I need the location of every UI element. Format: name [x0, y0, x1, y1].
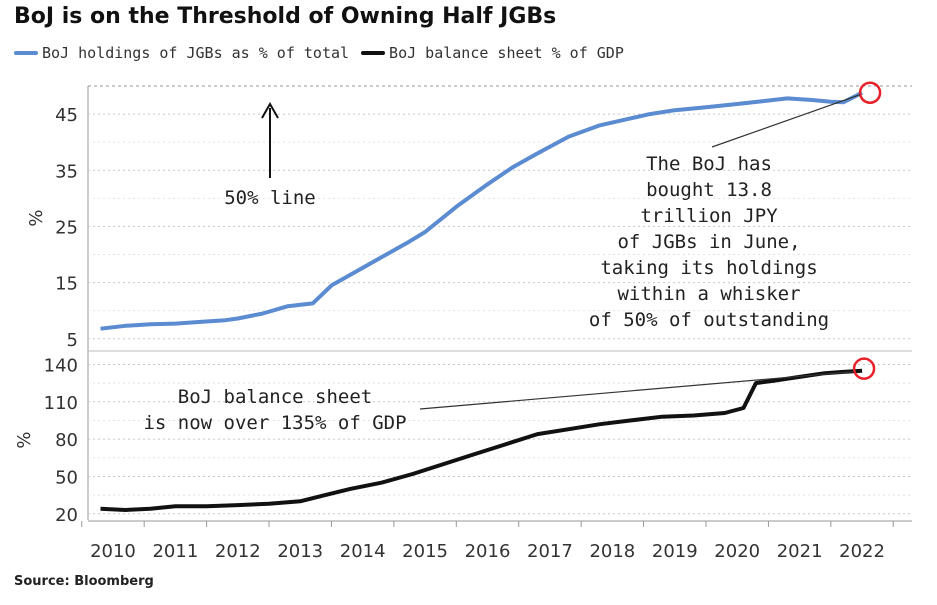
x-tick-label: 2010	[90, 541, 136, 562]
highlight-circle-holdings	[858, 81, 882, 104]
x-tick-label: 2013	[277, 541, 323, 562]
y-tick-label-top: 45	[55, 105, 78, 126]
y-tick-label-bottom: 110	[44, 393, 78, 414]
legend-item-holdings: BoJ holdings of JGBs as % of total	[14, 44, 349, 62]
y-tick-label-top: 5	[67, 330, 78, 351]
x-tick-label: 2018	[589, 541, 635, 562]
x-tick-label: 2019	[652, 541, 698, 562]
x-tick-label: 2020	[714, 541, 760, 562]
x-tick-label: 2012	[215, 541, 261, 562]
series-line-balance-sheet	[100, 368, 863, 512]
x-tick-label: 2015	[402, 541, 448, 562]
x-tick-label: 2021	[777, 541, 823, 562]
annotation-holdings-line: taking its holdings	[600, 257, 817, 279]
legend: BoJ holdings of JGBs as % of total BoJ b…	[14, 44, 636, 62]
annotation-holdings-line: The BoJ has	[646, 153, 772, 175]
annotation-holdings-line: of JGBs in June,	[617, 231, 800, 253]
y-axis-label-top: %	[26, 209, 47, 226]
series-line-holdings	[100, 90, 864, 331]
annotation-holdings-line: within a whisker	[617, 283, 800, 305]
x-tick-label: 2014	[340, 541, 386, 562]
annotation-holdings-line: trillion JPY	[640, 205, 778, 227]
x-tick-label: 2017	[527, 541, 573, 562]
annotation-holdings-line: of 50% of outstanding	[589, 309, 829, 331]
y-tick-label-top: 25	[55, 217, 78, 238]
source-note: Source: Bloomberg	[14, 574, 154, 589]
y-axis-label-bottom: %	[14, 431, 35, 448]
y-tick-label-bottom: 80	[55, 430, 78, 451]
legend-label-balance-sheet: BoJ balance sheet % of GDP	[389, 44, 624, 62]
legend-swatch-holdings	[14, 51, 38, 55]
leader-line-balance-sheet	[419, 371, 855, 410]
annotation-holdings-line: bought 13.8	[646, 179, 772, 201]
annotation-50-line: 50% line	[224, 187, 316, 209]
x-tick-label: 2016	[465, 541, 511, 562]
y-tick-label-bottom: 20	[55, 505, 78, 526]
x-tick-label: 2011	[152, 541, 198, 562]
legend-swatch-balance-sheet	[361, 51, 386, 55]
y-tick-label-top: 15	[55, 274, 78, 295]
legend-item-balance-sheet: BoJ balance sheet % of GDP	[361, 44, 624, 62]
chart-title: BoJ is on the Threshold of Owning Half J…	[14, 4, 557, 29]
y-tick-label-bottom: 140	[44, 355, 78, 376]
legend-label-holdings: BoJ holdings of JGBs as % of total	[42, 44, 350, 62]
leader-line-holdings	[711, 94, 861, 148]
arrow-head-50-line	[261, 101, 279, 119]
x-tick-label: 2022	[839, 541, 885, 562]
highlight-circle-balance-sheet	[852, 357, 876, 380]
y-tick-label-bottom: 50	[55, 467, 78, 488]
y-tick-label-top: 35	[55, 161, 78, 182]
annotation-balance-sheet-line: BoJ balance sheet	[178, 386, 372, 408]
annotation-balance-sheet-line: is now over 135% of GDP	[143, 412, 406, 434]
